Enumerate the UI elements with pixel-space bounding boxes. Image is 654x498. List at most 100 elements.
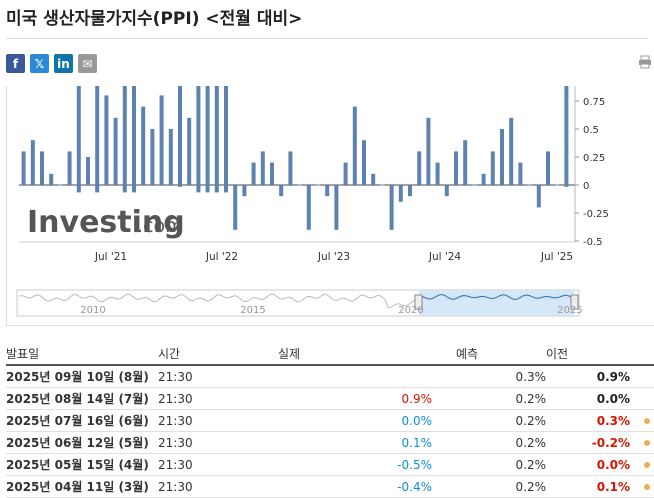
x-tick-label: Jul '24 (428, 251, 462, 263)
data-bar[interactable] (251, 162, 256, 185)
data-bar[interactable] (343, 162, 348, 185)
data-bar[interactable] (435, 162, 440, 185)
data-bar[interactable] (463, 140, 468, 185)
actual-value: -0.5% (278, 453, 456, 476)
data-bar[interactable] (490, 151, 495, 185)
data-bar[interactable] (389, 185, 394, 230)
previous-value: -0.2% (546, 431, 636, 454)
header-forecast[interactable]: 예측 (456, 342, 546, 366)
release-time: 21:30 (158, 475, 278, 498)
data-bar[interactable] (325, 185, 330, 197)
header-actual[interactable]: 실제 (278, 342, 456, 366)
data-bar[interactable] (21, 151, 26, 185)
release-date: 2025년 08월 14일 (7월) (6, 387, 158, 410)
navigator-selected-line (420, 293, 572, 300)
data-bar[interactable] (509, 117, 514, 185)
data-bar[interactable] (444, 185, 449, 197)
y-tick-label: 0.75 (583, 97, 605, 108)
data-bar[interactable] (334, 185, 339, 230)
y-tick-label: -0.25 (583, 209, 609, 220)
data-bar[interactable] (564, 86, 569, 187)
data-bar[interactable] (260, 151, 265, 185)
y-tick-label: 0.25 (583, 153, 605, 164)
data-bar[interactable] (40, 151, 44, 185)
data-bar[interactable] (472, 184, 477, 186)
data-bar[interactable] (132, 86, 136, 193)
data-bar[interactable] (242, 185, 247, 197)
data-bar[interactable] (122, 86, 127, 193)
data-bar[interactable] (546, 151, 550, 185)
data-bar[interactable] (214, 86, 219, 193)
navigator-selection[interactable] (419, 290, 574, 316)
navigator-year-label: 2010 (80, 305, 105, 316)
linkedin-share-button[interactable]: in (54, 54, 73, 73)
navigator-left-handle[interactable] (414, 294, 423, 310)
table-row: 2025년 06월 12일 (5월) 21:30 0.1% 0.2% -0.2% (6, 431, 654, 454)
data-bar[interactable] (536, 185, 541, 208)
data-bar[interactable] (555, 184, 560, 186)
data-bar[interactable] (288, 151, 293, 185)
forecast-value: 0.3% (456, 365, 546, 388)
facebook-share-button[interactable]: f (6, 54, 25, 73)
data-bar[interactable] (141, 106, 146, 185)
data-bar[interactable] (398, 185, 403, 202)
actual-value (278, 365, 456, 388)
data-bar[interactable] (362, 140, 366, 185)
data-bar[interactable] (113, 117, 118, 185)
y-tick-label: 0 (583, 181, 589, 192)
navigator-right-handle[interactable] (570, 294, 579, 310)
data-bar[interactable] (297, 184, 302, 186)
data-bar[interactable] (426, 117, 431, 185)
navigator[interactable]: 2010 2015 2020 2025 (16, 289, 583, 317)
data-bar[interactable] (67, 151, 72, 185)
data-bar[interactable] (95, 86, 100, 193)
data-bar[interactable] (408, 185, 412, 197)
data-bar[interactable] (187, 117, 192, 185)
data-bar[interactable] (380, 184, 385, 186)
data-bar[interactable] (270, 162, 274, 185)
data-bar[interactable] (178, 86, 182, 187)
data-bar[interactable] (159, 95, 164, 185)
navigator-year-label: 2015 (240, 305, 265, 316)
data-bar[interactable] (279, 185, 284, 197)
mail-share-button[interactable]: ✉ (78, 54, 97, 73)
data-bar[interactable] (196, 86, 201, 193)
x-tick-label: Jul '21 (94, 251, 127, 263)
data-bar[interactable] (481, 173, 486, 185)
data-bar[interactable] (168, 129, 173, 185)
release-date: 2025년 05월 15일 (4월) (6, 453, 158, 476)
data-bar[interactable] (306, 185, 311, 230)
data-bar[interactable] (454, 151, 458, 185)
data-bar[interactable] (417, 151, 422, 185)
data-bar[interactable] (371, 173, 376, 185)
release-date: 2025년 07월 16일 (6월) (6, 409, 158, 432)
data-bar[interactable] (352, 106, 357, 185)
header-date[interactable]: 발표일 (6, 342, 158, 366)
navigator-year-label: 2020 (398, 305, 423, 316)
ppi-chart[interactable]: 0.75 0.5 0.25 0 -0.25 -0.5 Jul '21 Jul '22 Jul … (7, 86, 654, 326)
twitter-share-button[interactable]: 𝕏 (30, 54, 49, 73)
print-icon[interactable] (638, 55, 652, 69)
data-bar[interactable] (49, 173, 54, 185)
data-bar[interactable] (224, 86, 228, 193)
data-bar[interactable] (86, 157, 90, 185)
data-bar[interactable] (233, 185, 238, 230)
previous-value: 0.1% (546, 475, 636, 498)
data-bar[interactable] (205, 86, 210, 193)
data-bar[interactable] (527, 184, 532, 186)
header-previous[interactable]: 이전 (546, 342, 636, 366)
history-table: 발표일 시간 실제 예측 이전 2025년 09월 10일 (8월) 21:30… (6, 342, 654, 498)
release-time: 21:30 (158, 387, 278, 410)
data-bar[interactable] (518, 162, 523, 185)
data-bar[interactable] (150, 129, 155, 185)
data-bar[interactable] (104, 95, 109, 185)
header-time[interactable]: 시간 (158, 342, 278, 366)
data-bar[interactable] (58, 184, 63, 186)
previous-value: 0.0% (546, 387, 636, 410)
data-bar[interactable] (76, 86, 81, 193)
revision-dot-icon (644, 484, 650, 490)
data-bar[interactable] (316, 184, 320, 186)
table-row: 2025년 09월 10일 (8월) 21:30 0.3% 0.9% (6, 365, 654, 388)
data-bar[interactable] (500, 129, 504, 185)
data-bar[interactable] (30, 140, 35, 185)
